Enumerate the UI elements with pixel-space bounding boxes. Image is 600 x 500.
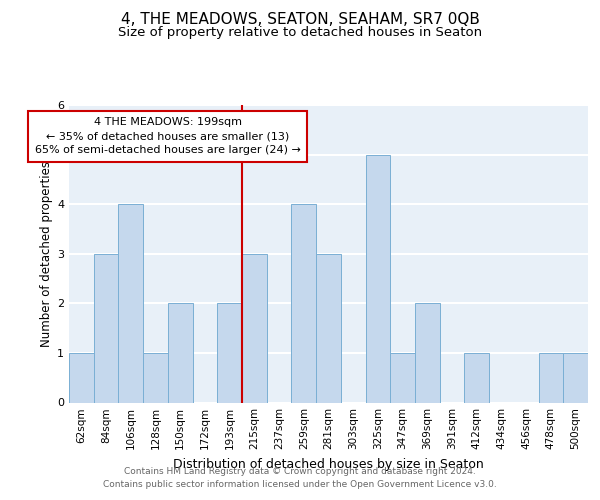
Text: Contains public sector information licensed under the Open Government Licence v3: Contains public sector information licen… xyxy=(103,480,497,489)
Bar xyxy=(415,304,440,402)
Bar xyxy=(69,353,94,403)
Bar xyxy=(292,204,316,402)
Text: Size of property relative to detached houses in Seaton: Size of property relative to detached ho… xyxy=(118,26,482,39)
Bar xyxy=(94,254,118,402)
X-axis label: Distribution of detached houses by size in Seaton: Distribution of detached houses by size … xyxy=(173,458,484,471)
Bar xyxy=(242,254,267,402)
Bar xyxy=(118,204,143,402)
Text: 4, THE MEADOWS, SEATON, SEAHAM, SR7 0QB: 4, THE MEADOWS, SEATON, SEAHAM, SR7 0QB xyxy=(121,12,479,28)
Text: Contains HM Land Registry data © Crown copyright and database right 2024.: Contains HM Land Registry data © Crown c… xyxy=(124,467,476,476)
Bar xyxy=(464,353,489,403)
Y-axis label: Number of detached properties: Number of detached properties xyxy=(40,161,53,347)
Bar xyxy=(168,304,193,402)
Bar xyxy=(365,154,390,402)
Text: 4 THE MEADOWS: 199sqm
← 35% of detached houses are smaller (13)
65% of semi-deta: 4 THE MEADOWS: 199sqm ← 35% of detached … xyxy=(35,118,301,156)
Bar xyxy=(563,353,588,403)
Bar xyxy=(539,353,563,403)
Bar xyxy=(390,353,415,403)
Bar xyxy=(217,304,242,402)
Bar xyxy=(143,353,168,403)
Bar xyxy=(316,254,341,402)
